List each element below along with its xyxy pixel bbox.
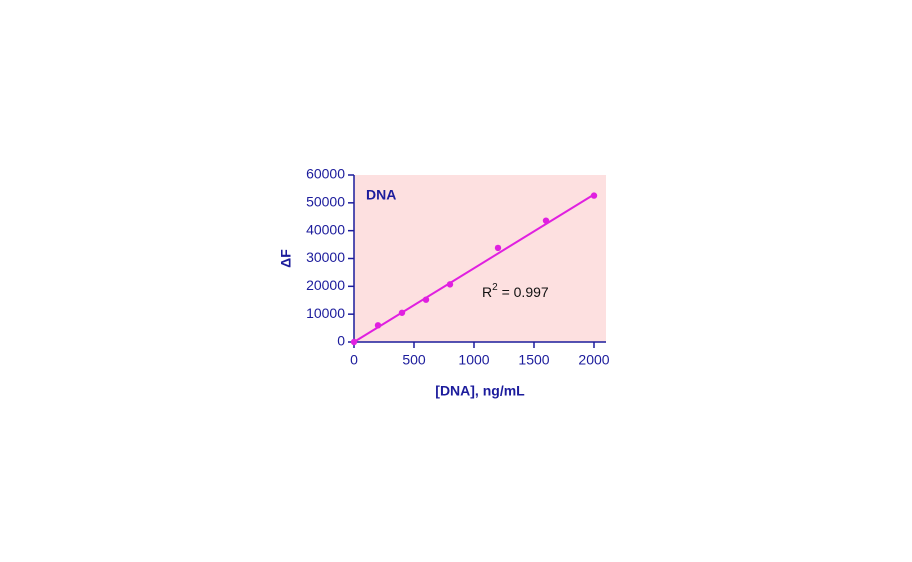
x-axis-label: [DNA], ng/mL (435, 383, 525, 399)
y-tick-label: 60000 (306, 166, 345, 182)
data-point (350, 338, 358, 346)
annotation-base: R (482, 284, 492, 300)
data-point (494, 244, 502, 252)
data-point (590, 192, 598, 199)
data-point (422, 296, 430, 303)
y-tick-label: 50000 (306, 194, 345, 210)
x-tick-label: 1000 (458, 352, 489, 368)
y-axis-label: ΔF (278, 249, 294, 268)
y-tick-label: 0 (337, 333, 345, 349)
data-point (398, 309, 406, 316)
annotation: R2 = 0.997 (482, 282, 549, 300)
fit-line (353, 193, 595, 343)
x-tick-label: 500 (402, 352, 426, 368)
data-point (542, 217, 550, 224)
plot-background (354, 175, 606, 342)
y-tick-label: 10000 (306, 305, 345, 321)
y-tick-label: 40000 (306, 221, 345, 237)
x-tick-label: 2000 (578, 352, 609, 368)
x-tick-label: 1500 (518, 352, 549, 368)
annotation-rest: = 0.997 (498, 284, 549, 300)
chart-title: DNA (366, 187, 396, 203)
x-tick-label: 0 (350, 352, 358, 368)
y-tick-label: 20000 (306, 277, 345, 293)
annotation-sup: 2 (492, 282, 498, 293)
data-point (446, 281, 454, 288)
y-tick-label: 30000 (306, 249, 345, 265)
data-point (374, 322, 382, 329)
